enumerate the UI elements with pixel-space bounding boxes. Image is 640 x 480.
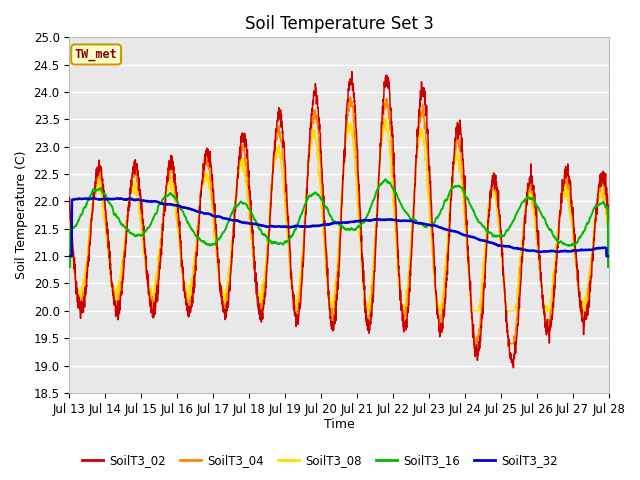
X-axis label: Time: Time bbox=[324, 419, 355, 432]
Legend: SoilT3_02, SoilT3_04, SoilT3_08, SoilT3_16, SoilT3_32: SoilT3_02, SoilT3_04, SoilT3_08, SoilT3_… bbox=[77, 449, 563, 472]
Text: TW_met: TW_met bbox=[75, 48, 118, 61]
Y-axis label: Soil Temperature (C): Soil Temperature (C) bbox=[15, 151, 28, 279]
Title: Soil Temperature Set 3: Soil Temperature Set 3 bbox=[244, 15, 433, 33]
